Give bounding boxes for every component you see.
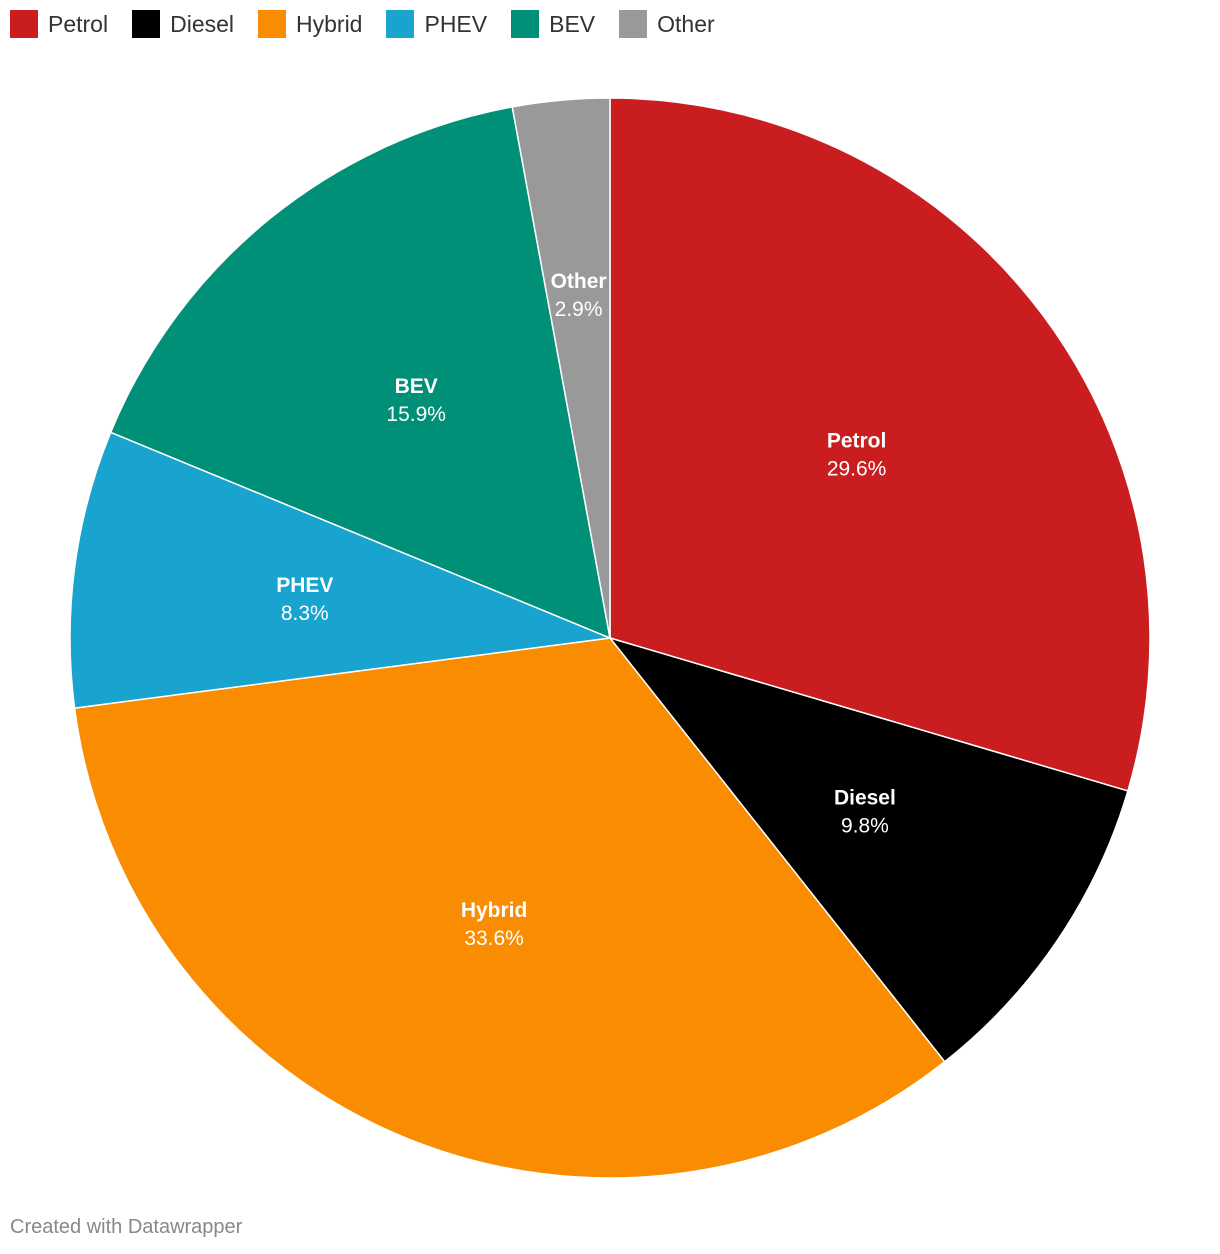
slice-label-other: Other (551, 270, 607, 293)
pie-slice-phev (69, 431, 613, 709)
pie-slice-petrol (609, 97, 1151, 792)
legend-item-bev: BEV (511, 10, 595, 38)
legend-label-bev: BEV (549, 11, 596, 37)
legend-label-hybrid: Hybrid (296, 11, 363, 37)
legend-item-other: Other (619, 10, 715, 38)
slice-value-hybrid: 33.6% (464, 927, 524, 950)
legend-label-phev: PHEV (424, 11, 488, 37)
legend-swatch-phev (386, 10, 415, 38)
legend-item-diesel: Diesel (132, 10, 234, 38)
legend-swatch-other (619, 10, 648, 38)
slice-value-other: 2.9% (555, 298, 603, 321)
legend-item-petrol: Petrol (10, 10, 108, 38)
legend-label-other: Other (657, 11, 715, 37)
legend-item-hybrid: Hybrid (258, 10, 362, 38)
pie-slice-other (511, 97, 611, 639)
slice-label-diesel: Diesel (834, 787, 896, 810)
legend-label-diesel: Diesel (170, 11, 235, 37)
chart-legend: Petrol Diesel Hybrid PHEV BEV Other (10, 8, 739, 40)
slice-label-petrol: Petrol (827, 430, 887, 453)
slice-label-hybrid: Hybrid (461, 899, 528, 922)
slice-label-bev: BEV (395, 375, 438, 398)
datawrapper-credit: Created with Datawrapper (10, 1216, 243, 1238)
slice-value-phev: 8.3% (281, 602, 329, 625)
slice-label-phev: PHEV (276, 574, 333, 597)
pie-slice-bev (109, 106, 611, 640)
pie-slice-diesel (607, 636, 1129, 1063)
slice-value-petrol: 29.6% (827, 458, 887, 481)
legend-label-petrol: Petrol (48, 11, 109, 37)
legend-item-phev: PHEV (386, 10, 487, 38)
legend-swatch-petrol (10, 10, 38, 38)
slice-value-bev: 15.9% (386, 403, 446, 426)
legend-swatch-bev (511, 10, 540, 38)
legend-swatch-diesel (132, 10, 161, 38)
slice-value-diesel: 9.8% (841, 815, 889, 838)
pie-slice-hybrid (73, 637, 946, 1179)
legend-swatch-hybrid (258, 10, 287, 38)
